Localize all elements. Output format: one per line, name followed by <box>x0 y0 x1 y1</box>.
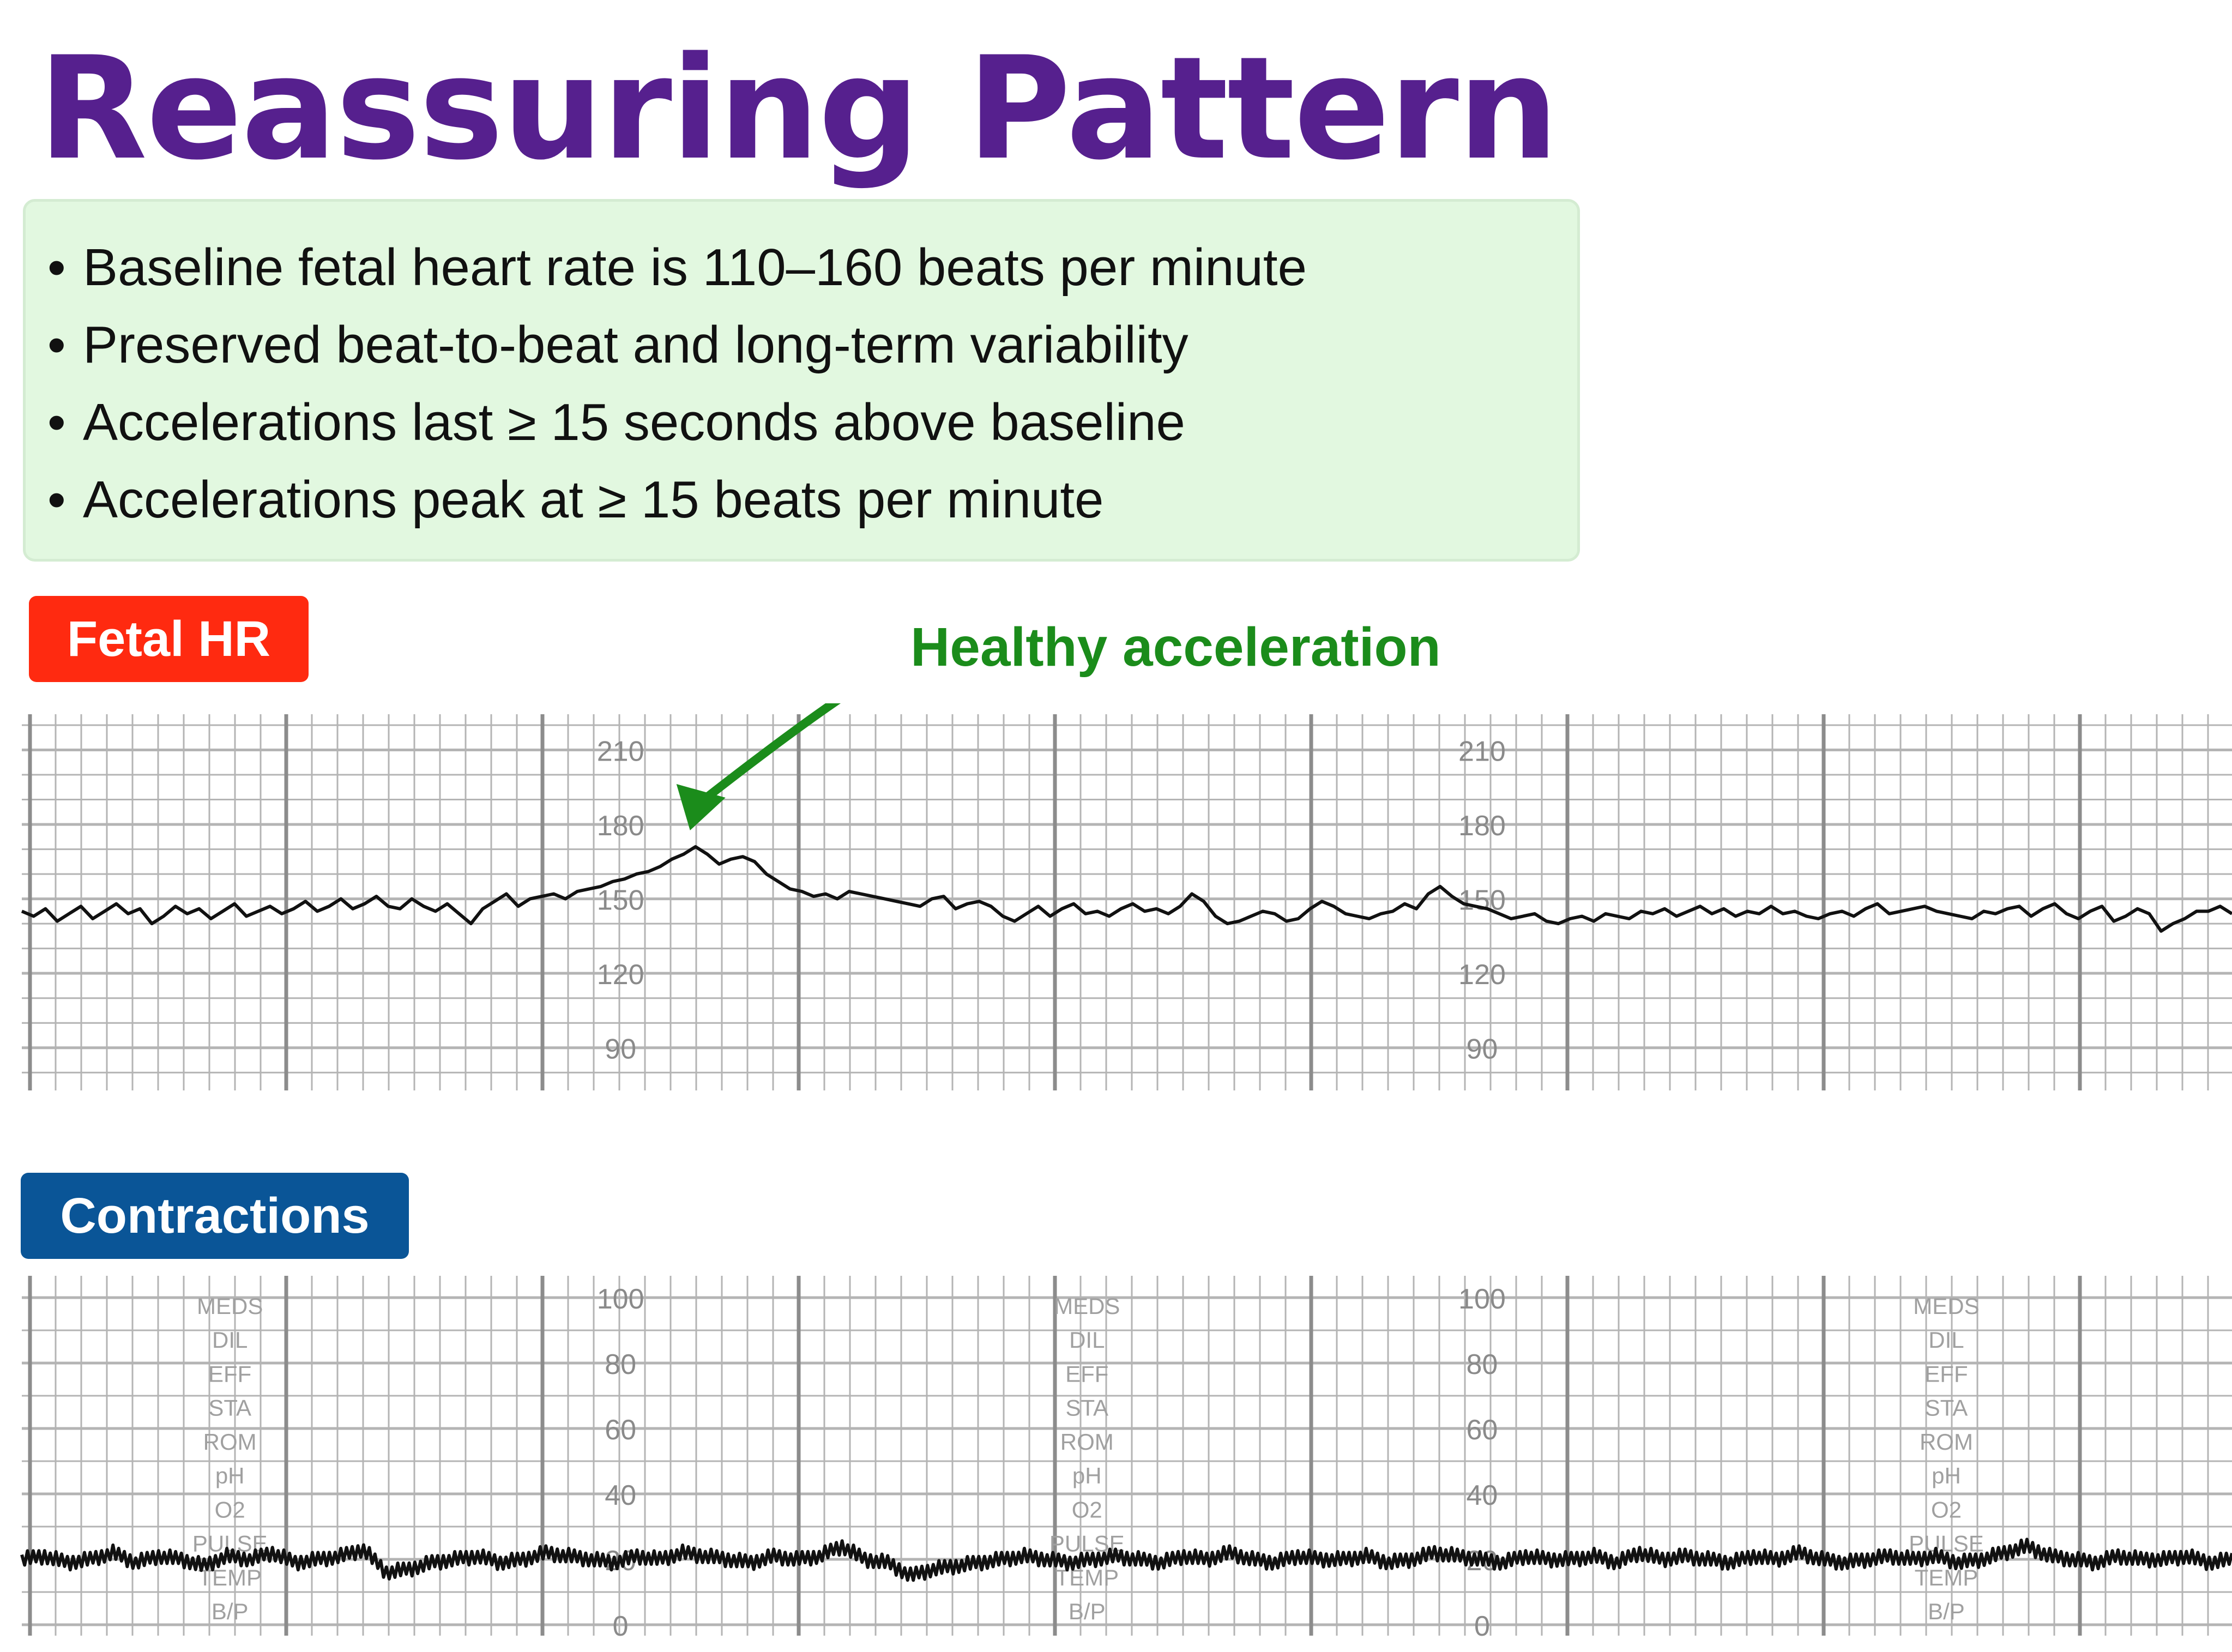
criteria-item: • Accelerations peak at ≥ 15 beats per mi… <box>47 461 1577 539</box>
bullet-icon: • <box>47 238 66 297</box>
record-side-label: B/P <box>1069 1599 1106 1624</box>
record-side-label: ROM <box>1920 1429 1973 1455</box>
contraction-tick-label: 80 <box>605 1349 636 1380</box>
record-side-label: ROM <box>1060 1429 1114 1455</box>
hr-tick-label: 120 <box>597 959 644 991</box>
bullet-icon: • <box>47 316 66 374</box>
hr-tick-label: 90 <box>605 1034 636 1065</box>
record-side-label: EFF <box>1065 1361 1108 1386</box>
criteria-text: Preserved beat-to-beat and long-term var… <box>83 316 1189 374</box>
fetal-hr-grid <box>22 714 2232 1090</box>
fetal-hr-trace <box>21 845 2232 933</box>
record-side-label: EFF <box>208 1361 251 1386</box>
contraction-tick-label: 40 <box>605 1480 636 1511</box>
acceleration-arrow-icon <box>702 703 841 803</box>
record-side-label: STA <box>208 1395 251 1421</box>
contraction-tick-label: 100 <box>597 1283 644 1315</box>
record-side-label: MEDS <box>1054 1293 1120 1319</box>
hr-tick-label: 90 <box>1466 1034 1498 1065</box>
criteria-item: • Accelerations last ≥ 15 seconds above b… <box>47 384 1577 461</box>
record-side-label: O2 <box>1072 1497 1102 1522</box>
fetal-hr-label: Fetal HR <box>29 596 309 682</box>
hr-tick-label: 120 <box>1458 959 1506 991</box>
criteria-list: • Baseline fetal heart rate is 110–160 be… <box>26 202 1577 539</box>
record-side-label: pH <box>1072 1463 1102 1488</box>
record-side-label: MEDS <box>197 1293 263 1319</box>
record-side-label: B/P <box>1928 1599 1965 1624</box>
record-side-label: O2 <box>1931 1497 1962 1522</box>
criteria-text: Accelerations last ≥ 15 seconds above ba… <box>83 393 1185 451</box>
contractions-trace <box>20 1538 2232 1582</box>
contractions-side-labels: MEDSDILEFFSTAROMpHO2PULSETEMPB/PMEDSDILE… <box>192 1293 1984 1624</box>
contraction-tick-label: 0 <box>613 1611 629 1641</box>
criteria-box: • Baseline fetal heart rate is 110–160 be… <box>23 199 1580 562</box>
record-side-label: EFF <box>1925 1361 1968 1386</box>
record-side-label: TEMP <box>1915 1565 1978 1590</box>
criteria-item: • Baseline fetal heart rate is 110–160 be… <box>47 229 1577 306</box>
contraction-tick-label: 60 <box>1466 1414 1498 1446</box>
bullet-icon: • <box>47 393 66 451</box>
contraction-tick-label: 0 <box>1474 1611 1490 1641</box>
record-side-label: STA <box>1925 1395 1968 1421</box>
record-side-label: B/P <box>212 1599 249 1624</box>
record-side-label: DIL <box>1928 1327 1964 1353</box>
record-side-label: STA <box>1065 1395 1108 1421</box>
record-side-label: TEMP <box>1055 1565 1119 1590</box>
bullet-icon: • <box>47 471 66 529</box>
contraction-tick-label: 40 <box>1466 1480 1498 1511</box>
hr-tick-label: 180 <box>1458 810 1506 842</box>
record-side-label: pH <box>1932 1463 1961 1488</box>
hr-tick-label: 180 <box>597 810 644 842</box>
fetal-hr-chart: 90 120 150 180 210 90 120 150 180 210 <box>21 703 2232 1090</box>
fetal-hr-tick-labels: 90 120 150 180 210 90 120 150 180 210 <box>597 736 1506 1065</box>
acceleration-annotation: Healthy acceleration <box>910 617 1441 678</box>
hr-tick-label: 150 <box>597 885 644 917</box>
criteria-text: Accelerations peak at ≥ 15 beats per min… <box>83 471 1104 529</box>
record-side-label: DIL <box>1069 1327 1105 1353</box>
page-title: Reassuring Pattern <box>38 27 1559 191</box>
contraction-tick-label: 100 <box>1458 1283 1506 1315</box>
hr-tick-label: 210 <box>1458 736 1506 768</box>
contraction-tick-label: 80 <box>1466 1349 1498 1380</box>
criteria-item: • Preserved beat-to-beat and long-term va… <box>47 306 1577 384</box>
acceleration-arrowhead-icon <box>676 784 726 831</box>
record-side-label: ROM <box>203 1429 257 1455</box>
contractions-chart: MEDSDILEFFSTAROMpHO2PULSETEMPB/PMEDSDILE… <box>20 1276 2232 1641</box>
record-side-label: MEDS <box>1913 1293 1979 1319</box>
record-side-label: pH <box>215 1463 245 1488</box>
hr-tick-label: 150 <box>1458 885 1506 917</box>
contraction-tick-label: 60 <box>605 1414 636 1446</box>
hr-tick-label: 210 <box>597 736 644 768</box>
record-side-label: DIL <box>212 1327 248 1353</box>
contractions-label: Contractions <box>21 1173 409 1259</box>
record-side-label: O2 <box>215 1497 245 1522</box>
criteria-text: Baseline fetal heart rate is 110–160 bea… <box>83 238 1307 297</box>
contractions-grid <box>22 1276 2232 1636</box>
